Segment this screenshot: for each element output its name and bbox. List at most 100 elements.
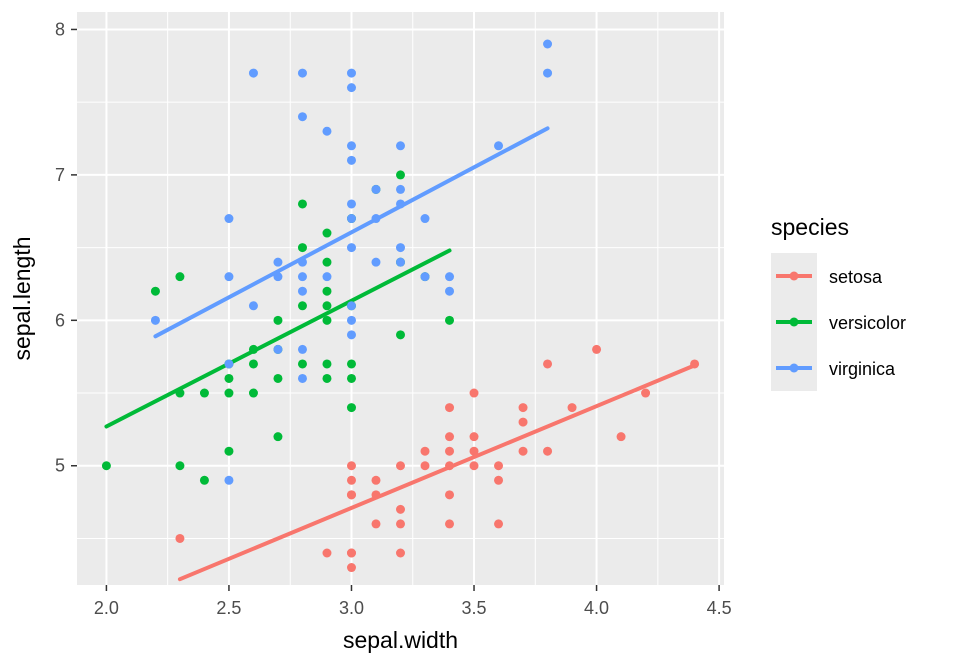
legend-key-point — [789, 363, 799, 373]
y-tick-label: 8 — [55, 19, 65, 39]
point-setosa — [396, 519, 405, 529]
point-versicolor — [248, 344, 258, 354]
point-virginica — [346, 301, 356, 311]
point-setosa — [175, 533, 185, 543]
point-versicolor — [297, 199, 307, 209]
point-setosa — [494, 519, 504, 529]
point-virginica — [224, 359, 234, 369]
point-virginica — [297, 272, 307, 282]
point-versicolor — [297, 301, 307, 311]
fit-line-versicolor — [104, 248, 452, 429]
point-setosa — [494, 461, 504, 471]
fit-line-virginica — [153, 126, 550, 339]
x-tick-label: 4.5 — [707, 598, 732, 618]
point-versicolor — [248, 388, 258, 398]
legend-key-point — [789, 317, 799, 327]
point-virginica — [297, 344, 307, 354]
point-setosa — [346, 461, 356, 471]
point-versicolor — [273, 432, 283, 442]
x-axis: 2.0 2.5 3.0 3.5 4.0 4.5 — [94, 585, 732, 618]
y-tick-label: 5 — [55, 456, 65, 476]
regression-lines — [104, 126, 697, 582]
point-setosa — [371, 519, 381, 529]
point-versicolor — [322, 359, 332, 369]
point-setosa — [445, 446, 455, 456]
point-setosa — [567, 403, 577, 413]
point-setosa — [371, 475, 381, 485]
x-tick-label: 2.5 — [216, 598, 241, 618]
point-virginica — [543, 39, 553, 49]
point-virginica — [297, 112, 307, 122]
point-virginica — [346, 68, 356, 78]
point-versicolor — [248, 359, 258, 369]
point-setosa — [420, 446, 430, 456]
point-setosa — [396, 461, 405, 471]
point-virginica — [150, 315, 160, 325]
point-setosa — [469, 388, 479, 398]
point-versicolor — [396, 330, 405, 340]
point-virginica — [420, 214, 430, 224]
point-setosa — [641, 388, 651, 398]
legend-label-versicolor: versicolor — [829, 313, 906, 333]
point-setosa — [445, 432, 455, 442]
x-tick-label: 3.0 — [339, 598, 364, 618]
point-versicolor — [322, 373, 332, 383]
minor-grid — [77, 12, 724, 585]
point-setosa — [543, 446, 553, 456]
point-setosa — [690, 359, 700, 369]
point-versicolor — [175, 272, 185, 282]
point-virginica — [346, 155, 356, 165]
y-tick-label: 7 — [55, 165, 65, 185]
y-axis-title: sepal.length — [9, 236, 35, 360]
point-versicolor — [150, 286, 160, 296]
point-virginica — [543, 68, 553, 78]
point-versicolor — [346, 403, 356, 413]
point-versicolor — [445, 315, 455, 325]
point-virginica — [346, 199, 356, 209]
point-versicolor — [175, 461, 185, 471]
point-setosa — [543, 359, 553, 369]
point-virginica — [248, 301, 258, 311]
point-virginica — [224, 475, 234, 485]
point-setosa — [346, 475, 356, 485]
point-versicolor — [297, 243, 307, 253]
point-setosa — [445, 490, 455, 500]
x-tick-label: 3.5 — [462, 598, 487, 618]
point-setosa — [445, 519, 455, 529]
point-setosa — [494, 475, 504, 485]
point-setosa — [396, 548, 405, 558]
point-versicolor — [199, 475, 209, 485]
point-setosa — [469, 446, 479, 456]
point-virginica — [322, 272, 332, 282]
point-setosa — [518, 446, 528, 456]
point-virginica — [273, 257, 283, 267]
point-versicolor — [322, 257, 332, 267]
point-versicolor — [396, 170, 405, 180]
point-virginica — [273, 272, 283, 282]
point-virginica — [371, 184, 381, 194]
point-setosa — [346, 563, 356, 573]
point-versicolor — [224, 446, 234, 456]
point-setosa — [592, 344, 602, 354]
point-setosa — [445, 461, 455, 471]
point-versicolor — [175, 388, 185, 398]
legend: species setosa versicolor virginica — [771, 214, 906, 391]
legend-label-virginica: virginica — [829, 359, 896, 379]
point-virginica — [420, 272, 430, 282]
point-virginica — [273, 344, 283, 354]
point-setosa — [616, 432, 626, 442]
point-virginica — [494, 141, 504, 151]
legend-title: species — [771, 214, 849, 240]
point-setosa — [469, 432, 479, 442]
point-versicolor — [346, 373, 356, 383]
point-virginica — [297, 257, 307, 267]
point-versicolor — [273, 315, 283, 325]
point-versicolor — [224, 373, 234, 383]
fit-line-setosa — [177, 363, 697, 582]
point-virginica — [224, 272, 234, 282]
point-setosa — [445, 403, 455, 413]
point-virginica — [371, 257, 381, 267]
x-tick-label: 2.0 — [94, 598, 119, 618]
point-versicolor — [322, 286, 332, 296]
